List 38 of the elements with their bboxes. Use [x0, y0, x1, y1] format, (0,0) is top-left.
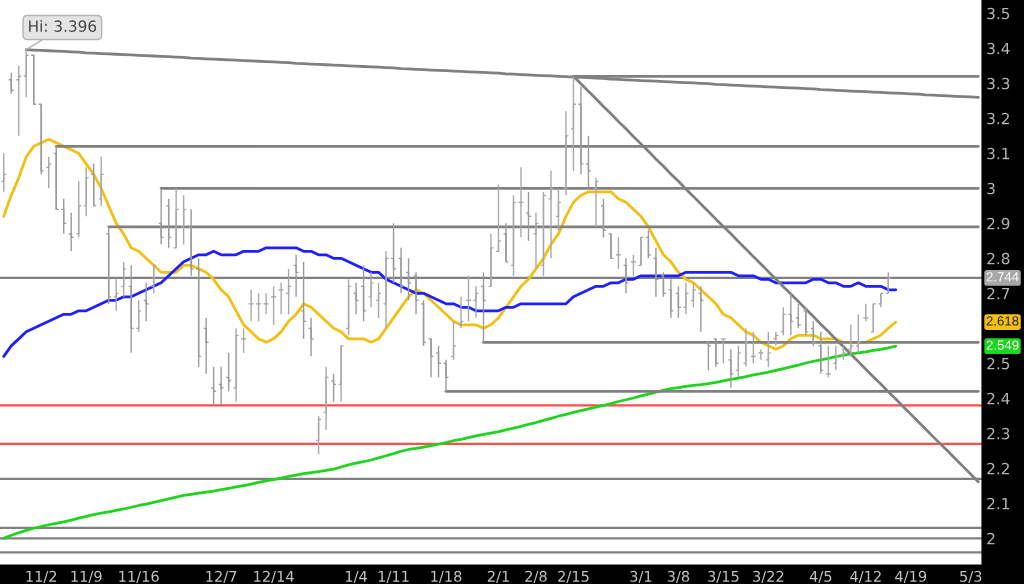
y-tick-label: 2.8 [987, 252, 1010, 265]
y-tick-label: 2.9 [987, 217, 1010, 230]
y-tick-label: 2.3 [987, 427, 1010, 440]
x-tick-label: 3/8 [667, 570, 690, 583]
annotation: 2.744 [986, 272, 1019, 282]
x-tick-label: 4/19 [895, 570, 927, 583]
x-tick-label: 1/4 [345, 571, 367, 583]
x-tick-label: 12/7 [206, 570, 237, 583]
y-tick-label: 2.2 [987, 462, 1009, 475]
x-tick-label: 1/11 [378, 571, 409, 583]
y-tick-label: 2.1 [987, 497, 1010, 510]
y-tick-label: 3.2 [987, 112, 1009, 125]
y-tick-label: 3.5 [987, 7, 1010, 20]
y-tick-label: 3.3 [987, 77, 1010, 90]
x-tick-label: 2/8 [525, 570, 547, 583]
x-tick-label: 11/9 [71, 570, 102, 583]
y-tick-label: 3 [987, 182, 995, 195]
y-tick-label: 2 [987, 532, 995, 545]
x-tick-label: 2/15 [558, 570, 589, 583]
x-tick-label: 4/5 [809, 571, 832, 583]
annotation: 2.549 [986, 340, 1019, 350]
x-tick-label: 1/18 [431, 570, 462, 583]
annotation: 2.618 [986, 316, 1019, 326]
x-tick-label: 3/15 [708, 570, 739, 583]
x-tick-label: 5/3 [960, 570, 982, 583]
x-tick-label: 3/1 [630, 570, 652, 583]
x-tick-label: 12/14 [254, 570, 294, 583]
annotation: Hi: 3.396 [29, 20, 97, 32]
y-tick-label: 2.7 [987, 287, 1010, 300]
x-tick-label: 11/2 [26, 570, 57, 583]
y-tick-label: 3.1 [987, 147, 1010, 160]
y-tick-label: 2.5 [987, 357, 1010, 370]
x-tick-label: 11/16 [119, 570, 159, 583]
x-tick-label: 3/22 [753, 570, 784, 583]
y-tick-label: 3.4 [987, 42, 1010, 55]
x-tick-label: 4/12 [850, 570, 881, 583]
x-tick-label: 2/1 [487, 570, 509, 583]
y-tick-label: 2.4 [987, 392, 1010, 405]
